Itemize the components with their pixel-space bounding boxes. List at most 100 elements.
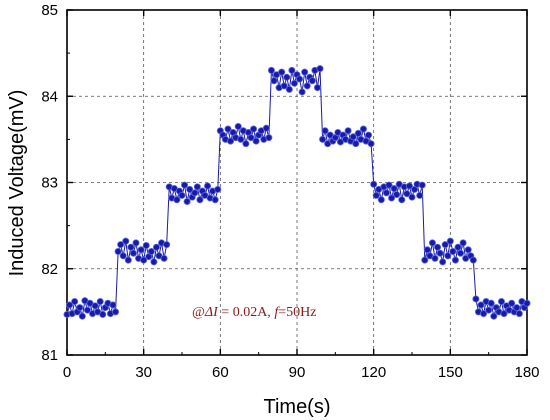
data-point [278,68,286,76]
x-axis-title: Time(s) [263,396,330,418]
data-point [129,249,137,257]
data-point [290,79,298,87]
data-point [359,125,367,133]
data-point [523,299,531,307]
data-point [283,73,291,81]
data-point [160,254,168,262]
data-point [382,189,390,197]
data-point [132,239,140,247]
data-point [403,190,411,198]
data-point [214,185,222,193]
y-tick-label: 84 [41,88,58,105]
data-point [270,77,278,85]
data-point [398,196,406,204]
data-point [490,312,498,320]
x-tick-label: 90 [289,364,306,381]
x-tick-label: 0 [63,364,71,381]
data-point [321,127,329,135]
data-point [91,302,99,310]
data-point [142,241,150,249]
data-point [186,185,194,193]
data-point [301,68,309,76]
data-point [96,298,104,306]
data-point [377,196,385,204]
data-point [441,241,449,249]
data-point [436,249,444,257]
data-point [181,181,189,189]
data-point [416,191,424,199]
y-axis-title: Induced Voltage(mV) [6,90,28,277]
data-point [513,304,521,312]
data-point [451,256,459,264]
data-point [485,306,493,314]
data-point [428,239,436,247]
data-point [66,301,74,309]
data-point [365,131,373,139]
data-point [354,129,362,137]
x-tick-label: 60 [212,364,229,381]
data-point [500,310,508,318]
data-point [183,197,191,205]
data-point [454,243,462,251]
data-point [313,84,321,92]
data-point [191,189,199,197]
data-point [457,249,465,257]
data-point [472,295,480,303]
data-point [421,256,429,264]
data-point [178,191,186,199]
annotation: @ΔI = 0.02A, f=50Hz [192,305,316,320]
data-point [193,183,201,191]
data-point [76,304,84,312]
data-point [508,299,516,307]
data-point [237,135,245,143]
data-point [122,237,130,245]
data-point [408,193,416,201]
data-point [71,298,79,306]
data-point [196,196,204,204]
data-point [431,254,439,262]
data-point [298,88,306,96]
data-point [480,310,488,318]
data-point [446,237,454,245]
data-point [393,191,401,199]
data-point [296,75,304,83]
data-point [515,310,523,318]
data-point [388,194,396,202]
data-point [204,182,212,190]
data-point [124,256,132,264]
data-point [288,66,296,74]
data-point [385,181,393,189]
data-point [78,312,86,320]
data-point [119,252,127,260]
data-point [497,298,505,306]
data-point [147,247,155,255]
y-tick-label: 82 [41,261,58,278]
data-point [265,134,273,142]
data-point [267,66,275,74]
data-point [344,127,352,135]
data-point [469,256,477,264]
data-point [109,301,117,309]
data-point [211,196,219,204]
x-tick-label: 30 [135,364,152,381]
data-point [464,246,472,254]
data-point [477,301,485,309]
data-point [418,181,426,189]
data-point [367,140,375,148]
data-point [349,133,357,141]
data-point [285,85,293,93]
data-point [247,134,255,142]
tick-labels: 0 30 60 90 120 150 180 81 82 83 84 85 [41,2,539,381]
data-point [114,247,122,255]
data-point [308,77,316,85]
data-point [316,65,324,73]
grid-lines [67,10,527,355]
data-point [370,180,378,188]
data-point [99,310,107,318]
data-point [150,258,158,266]
data-point [227,137,235,145]
data-point [459,239,467,247]
data-point [372,191,380,199]
data-series [63,65,531,320]
